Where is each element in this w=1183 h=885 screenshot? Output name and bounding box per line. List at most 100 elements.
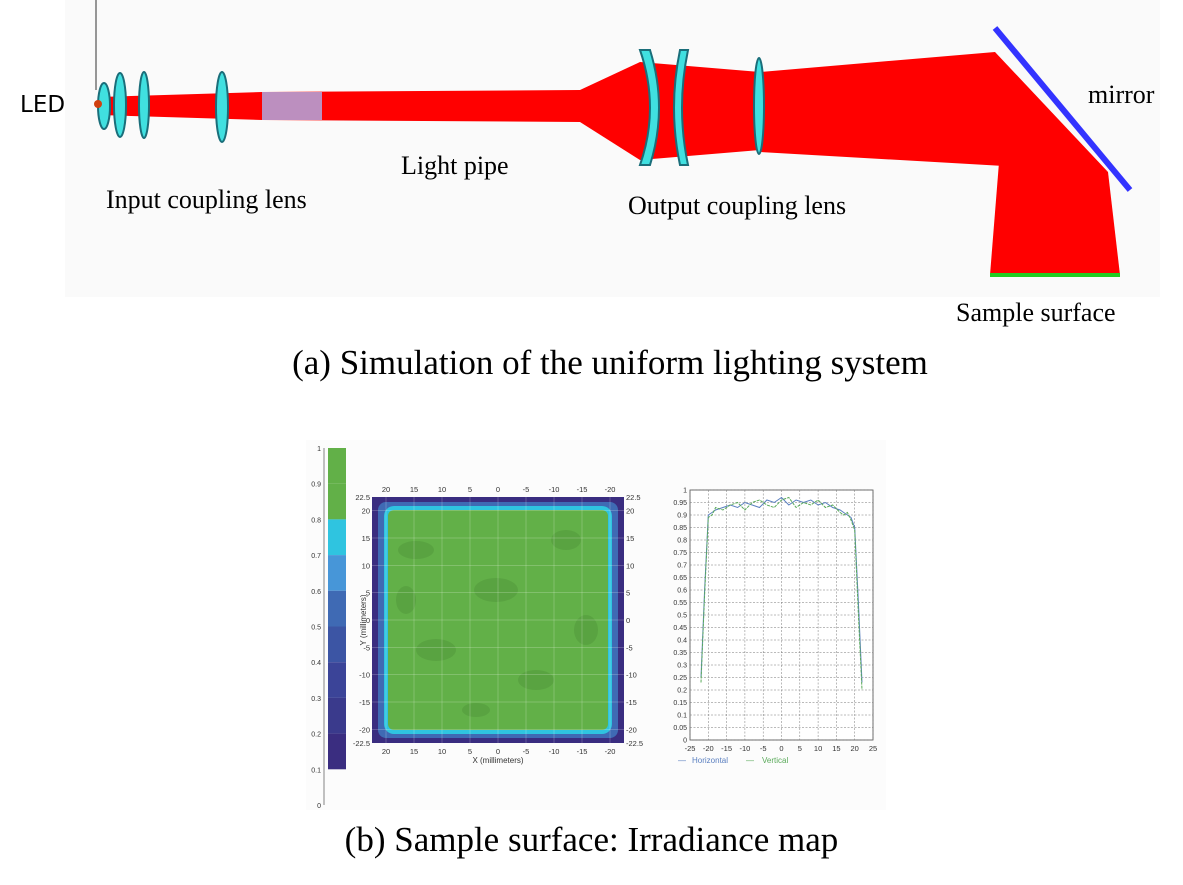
map-y-tick-right: -5	[626, 643, 633, 652]
profile-x-tick-label: 20	[851, 744, 859, 753]
colorbar-tick-label: 0.6	[311, 589, 321, 596]
map-y-tick-left: -15	[359, 698, 370, 707]
map-x-tick-bottom: -15	[577, 747, 588, 756]
colorbar-segment	[328, 626, 346, 663]
irradiance-map: 20 15 10 5 0 -5 -10 -15 -20 20 15 10 5 0 -5 -10 -15 -20 22…	[353, 485, 643, 765]
map-ylabel: Y (millimeters)	[359, 594, 368, 645]
rays-to-mirror	[760, 52, 1108, 172]
caption-b: (b) Sample surface: Irradiance map	[344, 820, 839, 859]
map-y-tick-right: -20	[626, 725, 637, 734]
map-x-tick-bottom: -5	[523, 747, 530, 756]
led-source	[94, 100, 102, 108]
profile-y-tick-label: 0.8	[677, 538, 687, 545]
map-y-tick-left: -5	[363, 643, 370, 652]
map-x-tick-bottom: 20	[382, 747, 390, 756]
legend-vertical: Vertical	[762, 756, 788, 765]
map-x-tick-top: 20	[382, 485, 390, 494]
map-x-tick-top: -5	[523, 485, 530, 494]
rays-output-expand	[580, 62, 760, 160]
profile-x-tick-label: -15	[721, 744, 732, 753]
irradiance-panel: 10.90.80.70.60.50.40.30.20.10 20 15 10 5 0 -5…	[306, 440, 886, 810]
light-pipe	[262, 92, 322, 120]
colorbar-segment	[328, 519, 346, 556]
map-x-tick-bottom: 15	[410, 747, 418, 756]
map-x-tick-bottom: 10	[438, 747, 446, 756]
map-y-tick-right: -22.5	[626, 739, 643, 748]
profile-y-tick-label: 0.35	[673, 650, 687, 657]
map-y-tick-right: -10	[626, 671, 637, 680]
profile-x-tick-label: -25	[685, 744, 696, 753]
profile-y-tick-label: 0.85	[673, 525, 687, 532]
colorbar-tick-label: 0.5	[311, 625, 321, 632]
profile-y-tick-label: 0	[683, 738, 687, 745]
colorbar-segment	[328, 662, 346, 698]
map-y-tick-left: 22.5	[355, 493, 370, 502]
light-pipe-label: Light pipe	[401, 151, 509, 180]
rays-to-sample	[990, 150, 1120, 275]
optical-system-diagram	[65, 0, 1160, 297]
colorbar-tick-label: 0.8	[311, 517, 321, 524]
caption-a: (a) Simulation of the uniform lighting s…	[292, 343, 928, 382]
map-x-tick-top: -10	[549, 485, 560, 494]
map-texture	[396, 530, 598, 717]
profile-chart: 10.950.90.850.80.750.70.650.60.550.50.45…	[673, 488, 877, 766]
map-x-tick-top: -20	[605, 485, 616, 494]
input-coupling-lens-group	[97, 71, 229, 143]
colorbar-tick-label: 0.2	[311, 732, 321, 739]
profile-y-tick-label: 0.9	[677, 513, 687, 520]
map-y-tick-left: 10	[362, 561, 370, 570]
colorbar-segment	[328, 555, 346, 591]
map-y-tick-right: -15	[626, 698, 637, 707]
lens-3	[138, 71, 150, 139]
map-x-tick-top: 10	[438, 485, 446, 494]
legend-dash-horizontal: —	[678, 756, 686, 765]
profile-y-tick-label: 0.2	[677, 688, 687, 695]
map-x-tick-bottom: 0	[496, 747, 500, 756]
profile-x-tick-label: 0	[779, 744, 783, 753]
colorbar: 1 0.9 0.8 0.7 0.6 0.5 0.4 0.3 0.2 0.1 0	[311, 446, 346, 810]
map-y-tick-right: 0	[626, 616, 630, 625]
map-tick-labels: 20 15 10 5 0 -5 -10 -15 -20 20 15 10 5 0 -5 -10 -15 -20 22…	[353, 485, 643, 756]
profile-y-tick-label: 0.65	[673, 575, 687, 582]
led-label: LED	[20, 92, 66, 118]
profile-y-tick-label: 0.1	[677, 713, 687, 720]
map-y-tick-left: 20	[362, 507, 370, 516]
legend-dash-vertical: —	[746, 756, 754, 765]
mirror-label: mirror	[1088, 80, 1155, 109]
profile-x-tick-label: -10	[739, 744, 750, 753]
map-y-tick-left: -22.5	[353, 739, 370, 748]
map-y-tick-right: 5	[626, 589, 630, 598]
colorbar-tick-label: 0.3	[311, 696, 321, 703]
output-coupling-lens-group	[638, 49, 765, 166]
profile-series	[700, 496, 863, 691]
profile-series-line	[700, 496, 863, 691]
profile-y-tick-label: 0.25	[673, 675, 687, 682]
colorbar-tick-label: 0.9	[311, 482, 321, 489]
map-x-tick-top: -15	[577, 485, 588, 494]
map-x-tick-top: 15	[410, 485, 418, 494]
colorbar-tick-label: 1	[317, 446, 321, 453]
lens-2	[113, 72, 127, 138]
map-y-tick-left: 5	[366, 589, 370, 598]
profile-y-tick-label: 0.7	[677, 563, 687, 570]
profile-y-tick-label: 0.6	[677, 588, 687, 595]
map-x-tick-bottom: -10	[549, 747, 560, 756]
map-y-tick-left: -10	[359, 671, 370, 680]
sample-surface-label: Sample surface	[956, 298, 1116, 327]
map-y-tick-right: 20	[626, 507, 634, 516]
profile-y-tick-label: 0.5	[677, 613, 687, 620]
profile-grid	[689, 489, 874, 741]
colorbar-tick-label: 0.7	[311, 553, 321, 560]
map-grid	[372, 497, 624, 743]
map-x-tick-top: 0	[496, 485, 500, 494]
profile-y-tick-label: 0.75	[673, 550, 687, 557]
profile-y-tick-label: 0.45	[673, 625, 687, 632]
colorbar-segment	[328, 590, 346, 627]
lens-6	[673, 49, 690, 166]
map-x-tick-bottom: 5	[468, 747, 472, 756]
map-x-tick-bottom: -20	[605, 747, 616, 756]
lens-4	[215, 71, 229, 143]
colorbar-segment	[328, 697, 346, 734]
legend-horizontal: Horizontal	[692, 756, 728, 765]
profile-y-tick-label: 0.3	[677, 663, 687, 670]
